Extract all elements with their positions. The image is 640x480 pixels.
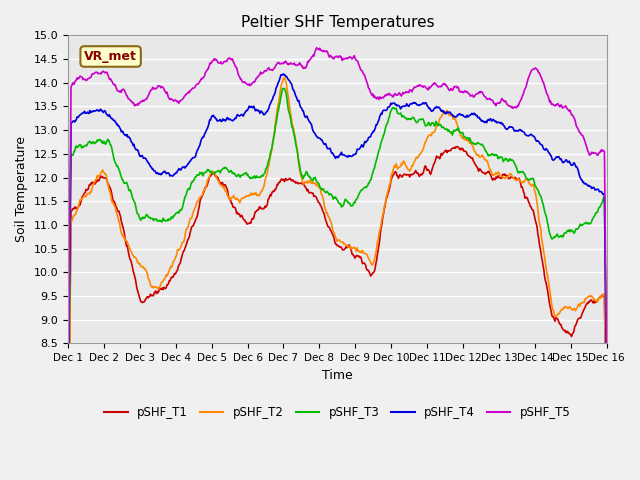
pSHF_T2 xyxy=(603,460,611,466)
pSHF_T2 xyxy=(74,206,82,212)
Text: VR_met: VR_met xyxy=(84,50,137,63)
Line: pSHF_T4: pSHF_T4 xyxy=(68,74,607,435)
pSHF_T4 xyxy=(184,161,192,167)
pSHF_T1 xyxy=(403,172,410,178)
Line: pSHF_T5: pSHF_T5 xyxy=(68,48,607,418)
pSHF_T1 xyxy=(603,461,611,467)
pSHF_T1 xyxy=(419,171,426,177)
pSHF_T5 xyxy=(129,101,137,107)
Line: pSHF_T1: pSHF_T1 xyxy=(68,146,607,480)
pSHF_T4 xyxy=(419,100,427,106)
pSHF_T5 xyxy=(603,372,611,378)
Title: Peltier SHF Temperatures: Peltier SHF Temperatures xyxy=(241,15,434,30)
pSHF_T2 xyxy=(281,74,289,80)
pSHF_T4 xyxy=(404,102,412,108)
pSHF_T4 xyxy=(212,116,220,122)
pSHF_T3 xyxy=(404,117,412,122)
pSHF_T3 xyxy=(212,169,220,175)
pSHF_T2 xyxy=(184,224,192,230)
pSHF_T3 xyxy=(129,196,137,202)
pSHF_T4 xyxy=(279,71,287,77)
pSHF_T2 xyxy=(404,166,412,171)
Y-axis label: Soil Temperature: Soil Temperature xyxy=(15,136,28,242)
pSHF_T1 xyxy=(74,205,82,211)
pSHF_T5 xyxy=(184,90,192,96)
pSHF_T5 xyxy=(64,415,72,420)
pSHF_T3 xyxy=(64,448,72,454)
pSHF_T5 xyxy=(74,76,82,82)
pSHF_T4 xyxy=(74,115,82,120)
pSHF_T1 xyxy=(212,173,220,179)
X-axis label: Time: Time xyxy=(322,369,353,382)
pSHF_T5 xyxy=(404,89,412,95)
pSHF_T3 xyxy=(603,398,611,404)
Legend: pSHF_T1, pSHF_T2, pSHF_T3, pSHF_T4, pSHF_T5: pSHF_T1, pSHF_T2, pSHF_T3, pSHF_T4, pSHF… xyxy=(99,401,575,424)
pSHF_T3 xyxy=(419,117,427,122)
pSHF_T1 xyxy=(454,144,461,149)
Line: pSHF_T3: pSHF_T3 xyxy=(68,88,607,451)
pSHF_T5 xyxy=(212,57,220,63)
pSHF_T1 xyxy=(64,477,72,480)
pSHF_T3 xyxy=(281,85,289,91)
pSHF_T2 xyxy=(212,175,220,180)
pSHF_T3 xyxy=(74,144,82,150)
pSHF_T5 xyxy=(419,84,427,90)
pSHF_T4 xyxy=(64,432,72,438)
pSHF_T3 xyxy=(184,186,192,192)
pSHF_T2 xyxy=(129,253,137,259)
pSHF_T4 xyxy=(129,143,137,148)
pSHF_T5 xyxy=(313,45,321,50)
pSHF_T1 xyxy=(129,269,137,275)
pSHF_T4 xyxy=(603,398,611,404)
pSHF_T1 xyxy=(184,237,192,242)
Line: pSHF_T2: pSHF_T2 xyxy=(68,77,607,480)
pSHF_T2 xyxy=(419,145,427,151)
